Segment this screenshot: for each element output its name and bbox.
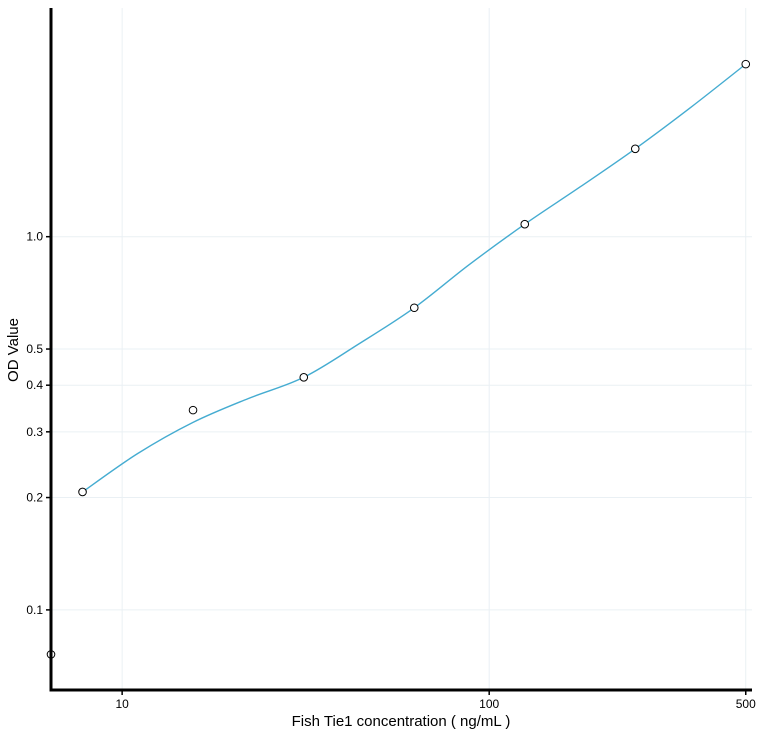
fitted-curve	[82, 63, 747, 493]
y-tick-label: 0.4	[26, 378, 43, 392]
data-point	[741, 59, 751, 69]
fitted-curve-layer	[82, 63, 747, 493]
data-point	[188, 405, 198, 415]
data-points-layer	[46, 59, 751, 659]
data-point	[299, 372, 309, 382]
y-tick-label: 0.3	[26, 425, 43, 439]
y-tick-label: 1.0	[26, 230, 43, 244]
data-point	[409, 303, 419, 313]
y-tick-label: 0.2	[26, 491, 43, 505]
y-tick-label: 0.1	[26, 603, 43, 617]
grid	[51, 8, 752, 690]
x-tick-label: 100	[479, 697, 499, 711]
axes	[46, 8, 752, 695]
x-tick-label: 500	[736, 697, 756, 711]
x-tick-label: 10	[115, 697, 129, 711]
y-axis-title: OD Value	[5, 318, 22, 382]
tick-labels: 10 100 500 0.1 0.2 0.3 0.4 0.5 1.0	[26, 230, 756, 711]
y-tick-label: 0.5	[26, 342, 43, 356]
data-point	[78, 487, 87, 497]
x-axis-title: Fish Tie1 concentration ( ng/mL )	[292, 713, 511, 730]
data-point	[630, 144, 640, 154]
data-point	[520, 219, 530, 229]
